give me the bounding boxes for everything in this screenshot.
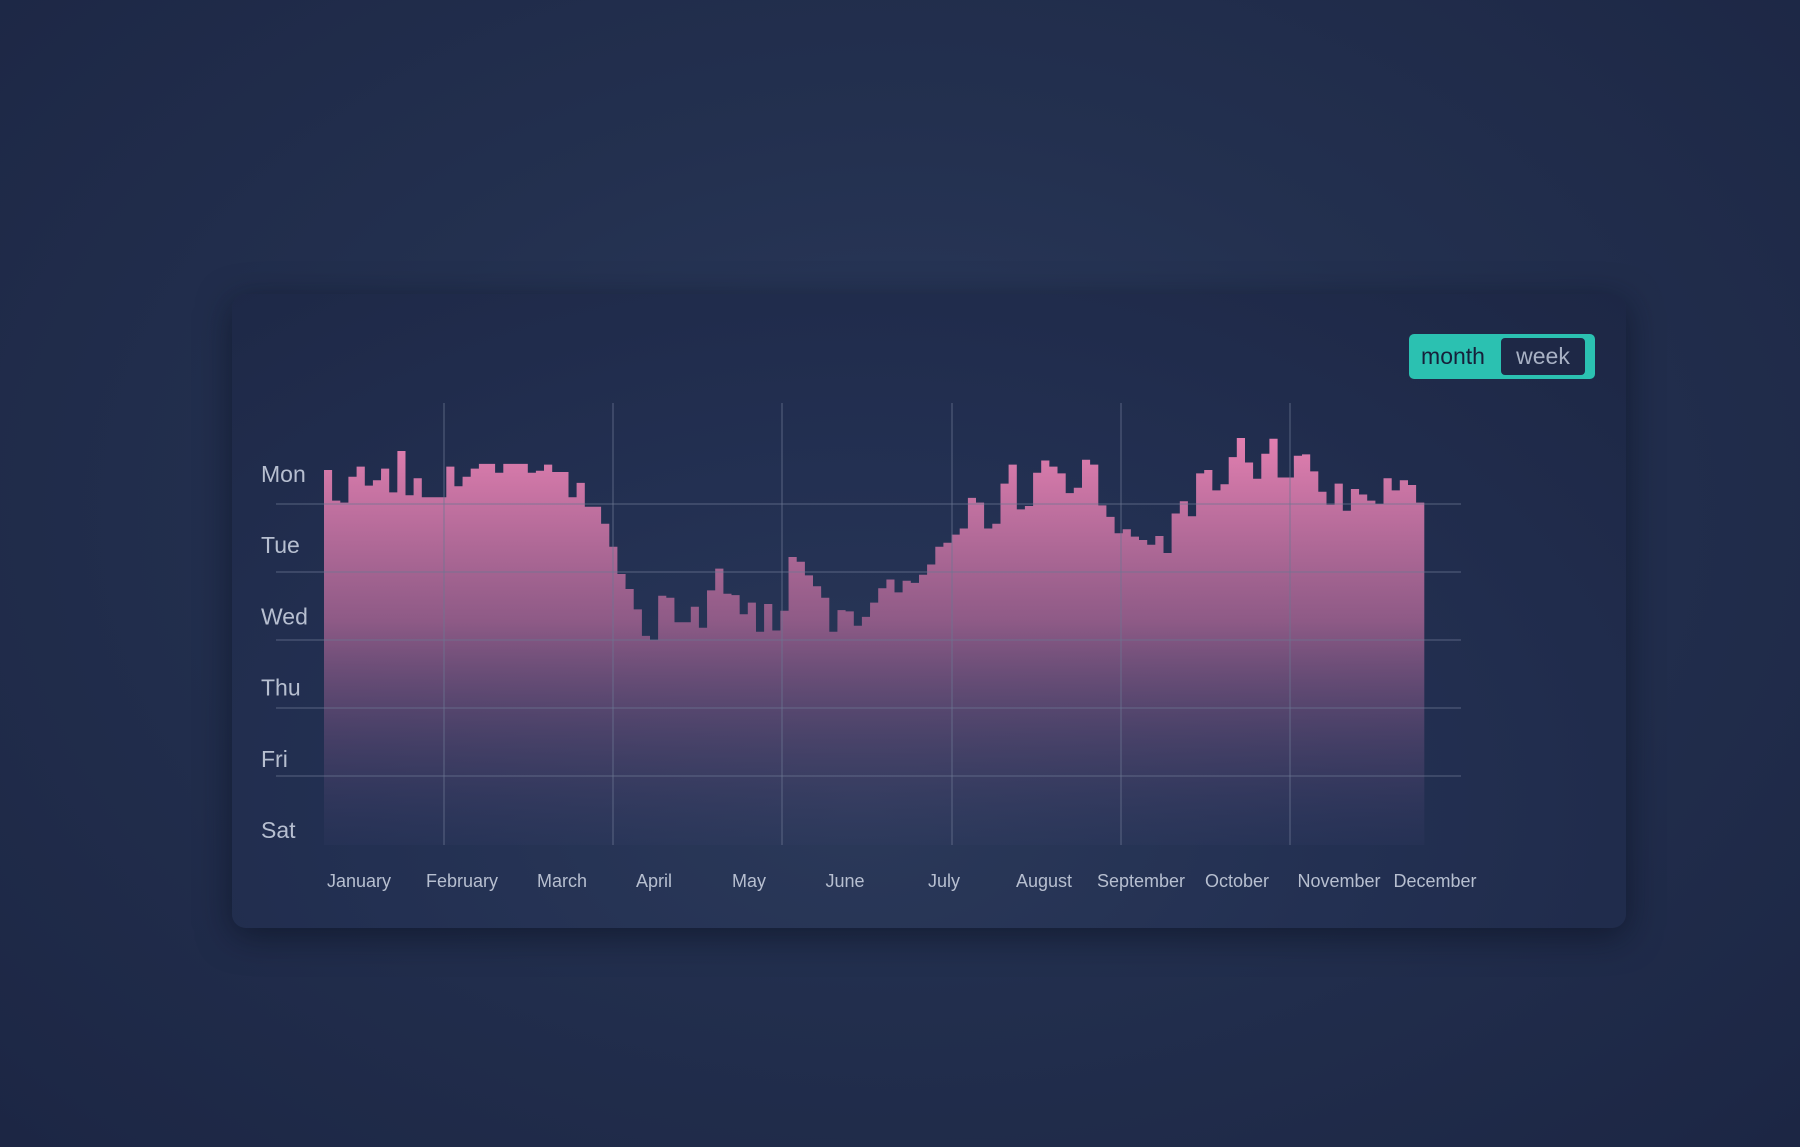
- y-tick-label: Fri: [261, 746, 288, 772]
- y-tick-label: Mon: [261, 461, 306, 487]
- y-tick-label: Sat: [261, 817, 296, 843]
- x-tick-label: June: [825, 871, 864, 891]
- x-tick-label: April: [636, 871, 672, 891]
- x-tick-label: February: [426, 871, 498, 891]
- week-toggle-button[interactable]: week: [1501, 338, 1585, 375]
- x-tick-label: October: [1205, 871, 1269, 891]
- view-toggle: month week: [1409, 334, 1595, 379]
- x-tick-label: March: [537, 871, 587, 891]
- x-tick-label: August: [1016, 871, 1072, 891]
- month-toggle-button[interactable]: month: [1421, 343, 1485, 369]
- x-tick-label: July: [928, 871, 960, 891]
- x-tick-label: November: [1297, 871, 1380, 891]
- y-tick-label: Wed: [261, 603, 308, 629]
- x-tick-label: December: [1393, 871, 1476, 891]
- activity-area-series: [324, 438, 1425, 845]
- x-tick-label: January: [327, 871, 391, 891]
- x-tick-label: September: [1097, 871, 1185, 891]
- y-tick-label: Tue: [261, 532, 300, 558]
- y-tick-label: Thu: [261, 675, 301, 701]
- x-tick-label: May: [732, 871, 766, 891]
